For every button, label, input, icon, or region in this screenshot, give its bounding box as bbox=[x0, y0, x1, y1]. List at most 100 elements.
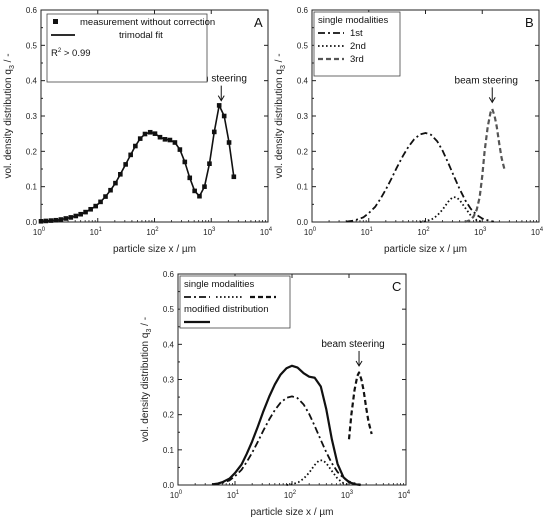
legend: single modalities 1st 2nd 3rd bbox=[313, 11, 401, 77]
data-point bbox=[98, 199, 103, 205]
data-point bbox=[48, 218, 54, 223]
x-axis-label: particle size x / µm bbox=[250, 507, 333, 518]
x-tick-label: 100 bbox=[304, 227, 317, 237]
data-point bbox=[167, 137, 173, 143]
x-tick-label: 100 bbox=[170, 490, 183, 500]
y-tick-label: 0.6 bbox=[26, 6, 38, 15]
data-point bbox=[123, 162, 128, 167]
data-point bbox=[68, 215, 74, 220]
y-axis-label: vol. density distribution q3 / - bbox=[3, 53, 16, 178]
y-axis-label: vol. density distribution q3 / - bbox=[140, 317, 153, 442]
panel-a: 0.0 0.1 0.2 0.3 0.4 0.5 0.6 100 101 102 103 104 part… bbox=[3, 6, 273, 255]
annotation-beam-steering: beam steering bbox=[184, 74, 247, 85]
data-point bbox=[216, 103, 222, 108]
annotation-arrow-head bbox=[355, 360, 363, 367]
series-line-dashed-gray bbox=[464, 107, 506, 224]
data-point bbox=[221, 113, 227, 119]
data-point bbox=[197, 193, 202, 199]
data-point bbox=[162, 137, 168, 142]
data-point bbox=[83, 209, 88, 215]
data-point bbox=[187, 175, 193, 181]
x-tick-label: 104 bbox=[260, 227, 273, 237]
data-point bbox=[142, 131, 148, 137]
data-point bbox=[147, 129, 153, 135]
data-point bbox=[211, 129, 217, 135]
data-point bbox=[73, 213, 79, 219]
y-tick-label: 0.5 bbox=[297, 41, 309, 50]
data-point bbox=[207, 161, 212, 166]
x-tick-label: 102 bbox=[146, 227, 159, 237]
data-point bbox=[108, 187, 113, 193]
x-tick-label: 102 bbox=[284, 490, 297, 500]
x-axis-label: particle size x / µm bbox=[113, 244, 196, 255]
data-point bbox=[93, 203, 98, 209]
y-tick-label: 0.4 bbox=[26, 77, 38, 86]
y-tick-label: 0.5 bbox=[26, 41, 38, 50]
y-tick-label: 0.4 bbox=[163, 340, 175, 349]
x-tick-label: 101 bbox=[90, 227, 103, 237]
series-line-solid-thick bbox=[212, 364, 361, 487]
legend-box bbox=[179, 275, 291, 329]
legend-title: single modalities bbox=[184, 279, 254, 290]
x-tick-label: 101 bbox=[361, 227, 374, 237]
annotation-arrow-head bbox=[488, 97, 496, 104]
data-point bbox=[133, 143, 138, 149]
panel-c: 0.0 0.1 0.2 0.3 0.4 0.5 0.6 100 101 102 103 104 part… bbox=[140, 270, 411, 518]
y-tick-label: 0.0 bbox=[163, 481, 175, 490]
panel-b: 0.0 0.1 0.2 0.3 0.4 0.5 0.6 100 101 102 103 104 part… bbox=[274, 6, 544, 255]
x-axis-label: particle size x / µm bbox=[384, 244, 467, 255]
y-tick-label: 0.2 bbox=[26, 147, 38, 156]
panel-label-b: B bbox=[525, 15, 534, 30]
data-point bbox=[128, 152, 133, 158]
x-tick-label: 101 bbox=[227, 490, 240, 500]
series-line-dotted bbox=[419, 196, 483, 223]
legend-item-measurement: measurement without correction bbox=[80, 17, 215, 28]
series-line-dash-dot bbox=[346, 132, 495, 223]
data-point bbox=[78, 211, 83, 217]
data-point bbox=[88, 206, 93, 212]
series-line-dash-dot bbox=[212, 395, 361, 486]
x-tick-label: 103 bbox=[203, 227, 216, 237]
legend-marker-square bbox=[53, 19, 58, 24]
y-tick-label: 0.1 bbox=[26, 183, 38, 192]
y-tick-label: 0.0 bbox=[297, 218, 309, 227]
y-tick-label: 0.4 bbox=[297, 77, 309, 86]
legend-title-modified: modified distribution bbox=[184, 304, 269, 315]
legend-item-2nd: 2nd bbox=[350, 41, 366, 52]
y-tick-label: 0.5 bbox=[163, 305, 175, 314]
data-point bbox=[38, 218, 44, 224]
data-point bbox=[202, 184, 207, 189]
panel-label-c: C bbox=[392, 279, 401, 294]
y-tick-label: 0.1 bbox=[297, 183, 309, 192]
legend-item-trimodal-fit: trimodal fit bbox=[119, 30, 163, 41]
y-tick-label: 0.0 bbox=[26, 218, 38, 227]
series-line-solid-markers bbox=[40, 104, 235, 223]
legend: measurement without correction trimodal f… bbox=[46, 13, 215, 83]
y-tick-label: 0.3 bbox=[163, 376, 175, 385]
panel-label-a: A bbox=[254, 15, 263, 30]
data-point bbox=[58, 217, 64, 222]
data-point bbox=[192, 188, 197, 194]
y-tick-label: 0.3 bbox=[297, 112, 309, 121]
y-axis-label: vol. density distribution q3 / - bbox=[274, 53, 287, 178]
data-point bbox=[157, 134, 163, 140]
annotation-beam-steering: beam steering bbox=[321, 339, 384, 350]
data-point bbox=[103, 194, 108, 199]
series-line-dotted bbox=[286, 459, 350, 486]
legend-item-3rd: 3rd bbox=[350, 54, 364, 65]
data-point bbox=[177, 147, 183, 152]
data-point bbox=[53, 217, 59, 223]
data-point bbox=[226, 140, 232, 145]
y-tick-label: 0.1 bbox=[163, 446, 175, 455]
legend-item-1st: 1st bbox=[350, 28, 363, 39]
annotation-arrow-head bbox=[217, 95, 225, 102]
x-tick-label: 103 bbox=[474, 227, 487, 237]
y-tick-label: 0.6 bbox=[163, 270, 175, 279]
data-point bbox=[231, 174, 237, 180]
series-line-dashed bbox=[347, 371, 373, 440]
x-tick-label: 104 bbox=[531, 227, 544, 237]
legend-box bbox=[313, 11, 401, 77]
data-point bbox=[118, 172, 123, 177]
legend-r-squared: R2 > 0.99 bbox=[51, 48, 91, 59]
